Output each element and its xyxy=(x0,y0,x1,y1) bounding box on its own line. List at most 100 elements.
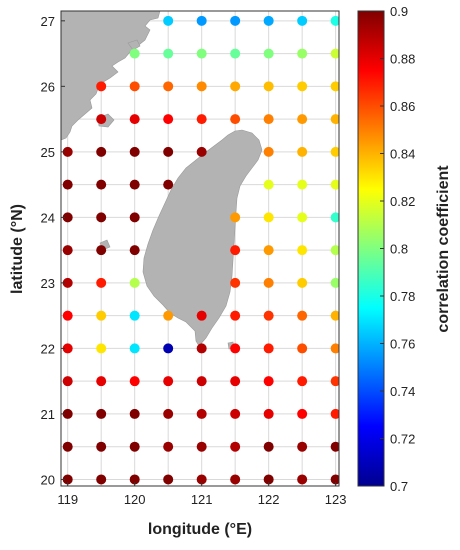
data-point xyxy=(163,81,174,92)
y-tick-label: 27 xyxy=(41,14,55,29)
data-point xyxy=(62,146,73,157)
data-point xyxy=(129,179,140,190)
data-point xyxy=(196,376,207,387)
data-point xyxy=(263,245,274,256)
colorbar-tick-label: 0.84 xyxy=(390,147,415,162)
y-tick-label: 26 xyxy=(41,79,55,94)
data-point xyxy=(163,310,174,321)
data-point xyxy=(129,343,140,354)
colorbar-tick-label: 0.88 xyxy=(390,52,415,67)
data-point xyxy=(330,179,339,190)
colorbar xyxy=(357,10,385,487)
data-point xyxy=(129,146,140,157)
data-point xyxy=(330,81,339,92)
data-point xyxy=(96,277,107,288)
colorbar-tick-label: 0.74 xyxy=(390,384,415,399)
data-point xyxy=(196,146,207,157)
data-point xyxy=(196,474,207,485)
data-point xyxy=(230,48,241,59)
y-tick-label: 24 xyxy=(41,210,55,225)
x-tick-label: 120 xyxy=(124,492,146,507)
data-point xyxy=(62,212,73,223)
data-point xyxy=(263,474,274,485)
x-axis-ticks: 119 120 121 122 123 xyxy=(57,482,347,507)
data-point xyxy=(96,408,107,419)
data-point xyxy=(263,15,274,26)
data-point xyxy=(129,245,140,256)
data-point xyxy=(297,212,308,223)
data-point xyxy=(330,474,339,485)
data-point xyxy=(129,48,140,59)
colorbar-tick-label: 0.72 xyxy=(390,432,415,447)
data-point xyxy=(297,343,308,354)
data-point xyxy=(163,146,174,157)
data-point xyxy=(62,277,73,288)
data-point xyxy=(330,277,339,288)
x-tick-label: 121 xyxy=(191,492,213,507)
land-masses xyxy=(61,11,263,350)
data-point xyxy=(297,408,308,419)
data-point xyxy=(330,114,339,125)
data-point xyxy=(230,245,241,256)
data-point xyxy=(263,146,274,157)
data-point xyxy=(230,277,241,288)
data-point xyxy=(163,114,174,125)
data-point xyxy=(96,245,107,256)
data-point xyxy=(129,114,140,125)
colorbar-ticks: 0.7 0.72 0.74 0.76 0.78 0.8 0.82 0.84 0.86 0.88 0.… xyxy=(380,4,415,494)
x-tick-label: 122 xyxy=(258,492,280,507)
data-point xyxy=(263,81,274,92)
data-point xyxy=(330,310,339,321)
data-point xyxy=(263,48,274,59)
data-point xyxy=(297,146,308,157)
data-point xyxy=(163,408,174,419)
colorbar-tick-label: 0.7 xyxy=(390,479,408,494)
colorbar-tick-label: 0.8 xyxy=(390,242,408,257)
plot-frame xyxy=(60,10,340,487)
data-point xyxy=(263,212,274,223)
data-point xyxy=(62,474,73,485)
data-point xyxy=(263,114,274,125)
data-point xyxy=(96,81,107,92)
data-point xyxy=(230,441,241,452)
data-point xyxy=(96,474,107,485)
data-point xyxy=(62,441,73,452)
data-point xyxy=(96,343,107,354)
data-point xyxy=(297,81,308,92)
colorbar-tick-label: 0.86 xyxy=(390,99,415,114)
data-point xyxy=(297,245,308,256)
data-point xyxy=(62,310,73,321)
data-point xyxy=(297,15,308,26)
data-point xyxy=(129,474,140,485)
data-point xyxy=(163,376,174,387)
y-tick-label: 20 xyxy=(41,472,55,487)
data-point xyxy=(196,114,207,125)
data-point xyxy=(263,441,274,452)
data-point xyxy=(230,376,241,387)
data-point xyxy=(196,310,207,321)
data-point xyxy=(62,343,73,354)
data-point xyxy=(129,277,140,288)
data-point xyxy=(297,310,308,321)
data-point xyxy=(96,441,107,452)
data-point xyxy=(263,343,274,354)
data-point xyxy=(129,212,140,223)
x-tick-label: 119 xyxy=(57,492,78,507)
colorbar-tick-label: 0.76 xyxy=(390,337,415,352)
data-point xyxy=(129,408,140,419)
data-point xyxy=(230,212,241,223)
data-point xyxy=(96,376,107,387)
data-point xyxy=(330,376,339,387)
data-point xyxy=(163,48,174,59)
data-point xyxy=(129,441,140,452)
colorbar-label: correlation coefficient xyxy=(435,165,452,333)
y-axis-label: latitude (°N) xyxy=(9,204,26,294)
data-point xyxy=(230,15,241,26)
data-point xyxy=(263,408,274,419)
data-point xyxy=(196,81,207,92)
data-point xyxy=(196,408,207,419)
data-point xyxy=(230,343,241,354)
data-point xyxy=(263,179,274,190)
data-point xyxy=(96,212,107,223)
